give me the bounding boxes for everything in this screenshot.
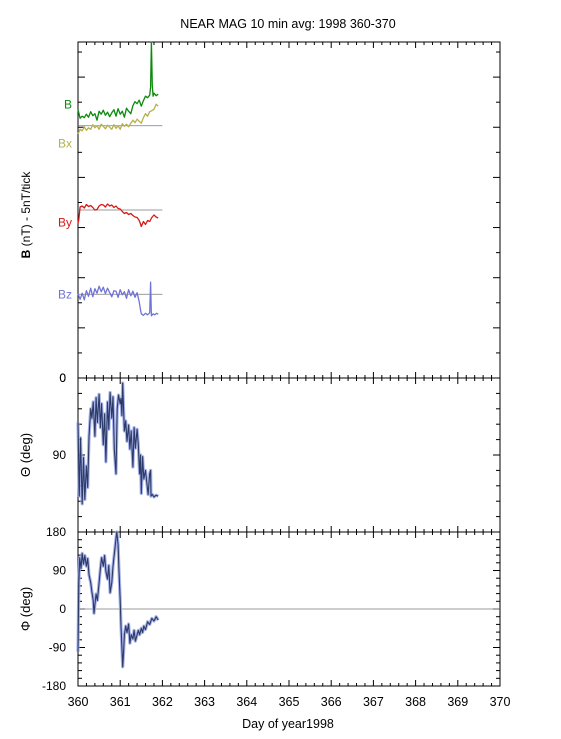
y-tick-label: 0 [59, 371, 66, 385]
x-axis: 360 361 362 363 364 365 366 367 368 369 370 [68, 695, 511, 709]
series-label-by: By [58, 216, 72, 230]
y-tick-label: 90 [53, 448, 67, 462]
y-axis-label-symbol: B [19, 246, 33, 258]
x-tick-label: 370 [490, 695, 511, 709]
series-line [77, 382, 159, 505]
field-panel: 0 B Bx By Bz B (nT) - 5nT/tick [19, 41, 501, 385]
phi-panel: 180 90 0 -90 -180 Φ (deg) [18, 525, 501, 693]
series-label-b: B [64, 98, 72, 112]
series-line-bx [77, 103, 159, 135]
x-tick-label: 363 [194, 695, 215, 709]
series-line-by [77, 203, 159, 228]
x-tick-label: 364 [236, 695, 257, 709]
x-tick-label: 365 [279, 695, 300, 709]
series-line-bz [77, 281, 159, 317]
y-tick-label: 0 [59, 602, 66, 616]
x-tick-label: 369 [447, 695, 468, 709]
y-tick-label: -180 [42, 679, 66, 693]
x-tick-label: 368 [405, 695, 426, 709]
phi-y-axis-label: Φ (deg) [18, 587, 33, 631]
x-tick-label: 367 [363, 695, 384, 709]
field-y-axis-label: B (nT) - 5nT/tick [19, 171, 33, 259]
x-tick-label: 360 [68, 695, 89, 709]
x-tick-label: 366 [321, 695, 342, 709]
y-tick-label: -90 [49, 641, 67, 655]
series-line-b [77, 41, 159, 121]
y-tick-label: 180 [46, 525, 66, 539]
series-label-bx: Bx [58, 136, 72, 150]
y-tick-label: 0 [59, 371, 66, 385]
x-tick-label: 362 [152, 695, 173, 709]
chart-title: NEAR MAG 10 min avg: 1998 360-370 [180, 17, 395, 31]
y-axis-label-units: (nT) - 5nT/tick [19, 171, 33, 247]
y-tick-label: 90 [53, 564, 67, 578]
theta-y-axis-label: Θ (deg) [18, 433, 33, 477]
x-axis-label: Day of year1998 [242, 717, 334, 731]
x-tick-label: 361 [110, 695, 131, 709]
theta-panel: 0 90 Θ (deg) [18, 371, 501, 533]
series-line [77, 531, 159, 668]
series-label-bz: Bz [58, 287, 72, 301]
